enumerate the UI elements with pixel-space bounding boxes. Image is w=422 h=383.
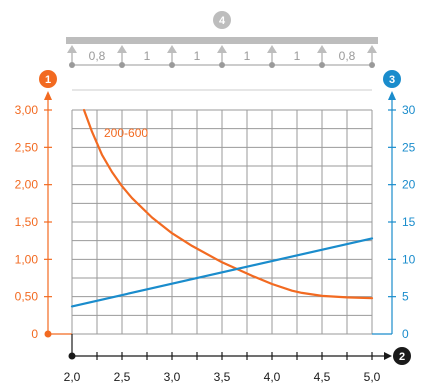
left-axis-tick-label: 0 — [31, 327, 38, 341]
right-axis-tick-label: 15 — [402, 215, 416, 229]
labels: 200-600 — [104, 126, 148, 140]
right-axis-tick-label: 10 — [402, 252, 416, 266]
support-triangle — [267, 45, 277, 53]
badge-2-label: 2 — [399, 351, 405, 363]
support-triangle — [217, 45, 227, 53]
x-axis-tick-label: 5,0 — [364, 370, 381, 383]
left-axis-tick-label: 2,50 — [15, 140, 39, 154]
x-axis-tick-label: 3,5 — [214, 370, 231, 383]
support-triangle — [317, 45, 327, 53]
left-axis-arrow — [44, 91, 52, 100]
span-label: 0,8 — [89, 49, 106, 63]
series-line-0 — [82, 108, 374, 300]
support-triangle — [367, 45, 377, 53]
series-line-1 — [70, 237, 374, 308]
right-axis-tick-label: 25 — [402, 140, 416, 154]
x-axis-tick-label: 3,0 — [164, 370, 181, 383]
right-axis-tick-label: 30 — [402, 103, 416, 117]
badge-3-circle — [383, 70, 401, 88]
badge-3-label: 3 — [389, 74, 395, 86]
span-label: 1 — [194, 49, 201, 63]
left-axis-tick-label: 0,50 — [15, 290, 39, 304]
left-axis-tick-label: 2,00 — [15, 178, 39, 192]
axes: 100,501,001,502,002,503,0030510152025302… — [15, 70, 416, 383]
support-triangle — [67, 45, 77, 53]
right-axis-tick-label: 20 — [402, 178, 416, 192]
left-axis-tick-label: 3,00 — [15, 103, 39, 117]
beam-diagram: 4 0,8 1 1 1 1 0,8 — [66, 11, 378, 91]
support-triangle — [117, 45, 127, 53]
x-axis-tick-label: 2,5 — [114, 370, 131, 383]
grid — [71, 109, 373, 335]
span-label: 1 — [294, 49, 301, 63]
span-label: 1 — [244, 49, 251, 63]
badge-1-circle — [39, 70, 57, 88]
support-dot — [119, 62, 125, 68]
badge-4-circle — [213, 11, 231, 29]
right-axis-tick-label: 0 — [402, 327, 409, 341]
support-dot — [69, 62, 75, 68]
support-dot — [319, 62, 325, 68]
x-axis-tick-label: 2,0 — [64, 370, 81, 383]
x-axis-arrow — [384, 352, 392, 360]
support-dot — [169, 62, 175, 68]
badge-2-circle — [393, 347, 411, 365]
badge-4-label: 4 — [219, 15, 226, 27]
support-dot — [369, 62, 375, 68]
support-dot — [269, 62, 275, 68]
right-axis-arrow — [388, 91, 396, 100]
left-axis-tick-label: 1,50 — [15, 215, 39, 229]
span-label: 1 — [144, 49, 151, 63]
right-axis-tick-label: 5 — [402, 290, 409, 304]
x-axis-tick-label: 4,0 — [264, 370, 281, 383]
series-label: 200-600 — [104, 126, 148, 140]
badge-1-label: 1 — [45, 74, 51, 86]
series — [70, 108, 374, 308]
left-axis-tick-label: 1,00 — [15, 252, 39, 266]
x-axis-tick-label: 4,5 — [314, 370, 331, 383]
support-triangle — [167, 45, 177, 53]
span-label: 0,8 — [339, 49, 356, 63]
beam-bar — [66, 37, 378, 44]
support-dot — [219, 62, 225, 68]
